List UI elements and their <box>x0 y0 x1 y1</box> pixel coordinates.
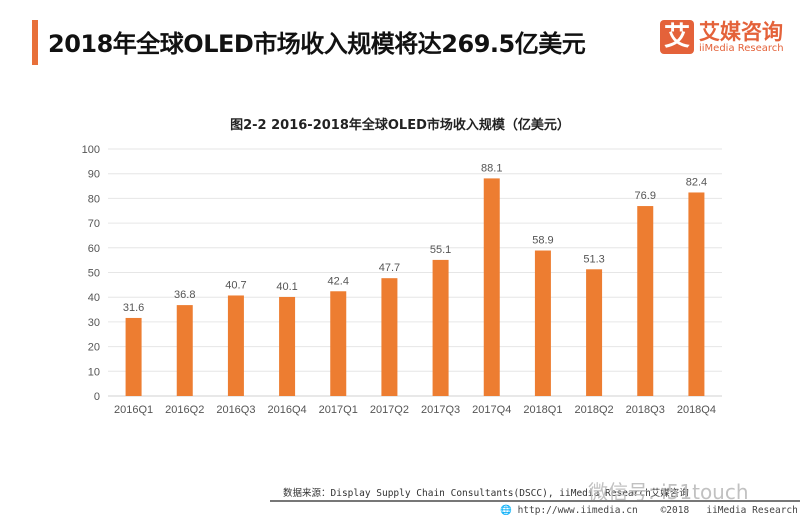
footer-divider <box>270 500 800 502</box>
x-tick-label: 2016Q4 <box>268 404 307 416</box>
logo-en-text: iiMedia Research <box>699 42 784 54</box>
page-title: 2018年全球OLED市场收入规模将达269.5亿美元 <box>48 30 586 58</box>
y-tick-label: 90 <box>88 169 100 181</box>
logo-mark: 艾 <box>660 20 694 54</box>
y-tick-label: 10 <box>88 366 100 378</box>
data-source: 数据来源：Display Supply Chain Consultants(DS… <box>283 488 689 499</box>
y-tick-label: 100 <box>82 144 100 156</box>
title-accent-bar <box>32 20 38 65</box>
bar <box>330 291 347 396</box>
data-label: 40.1 <box>276 281 297 293</box>
x-tick-label: 2016Q3 <box>216 404 255 416</box>
y-tick-label: 80 <box>88 193 100 205</box>
x-tick-label: 2016Q2 <box>165 404 204 416</box>
logo-cn-text: 艾媒咨询 <box>699 19 783 44</box>
data-label: 42.4 <box>328 275 349 287</box>
data-label: 55.1 <box>430 244 451 256</box>
y-tick-label: 70 <box>88 218 100 230</box>
data-label: 36.8 <box>174 289 195 301</box>
bar <box>227 295 244 396</box>
y-tick-label: 50 <box>88 268 100 280</box>
x-tick-label: 2017Q1 <box>319 404 358 416</box>
footer-year: ©2018 <box>660 505 690 516</box>
bar <box>381 278 398 396</box>
data-label: 31.6 <box>123 302 144 314</box>
data-label: 82.4 <box>686 176 707 188</box>
data-label: 51.3 <box>583 253 604 265</box>
x-tick-label: 2017Q3 <box>421 404 460 416</box>
y-tick-label: 20 <box>88 342 100 354</box>
x-tick-label: 2018Q3 <box>626 404 665 416</box>
chart-title: 图2-2 2016-2018年全球OLED市场收入规模（亿美元） <box>230 118 570 133</box>
bar <box>637 206 654 396</box>
bar <box>483 178 500 396</box>
x-tick-label: 2018Q1 <box>523 404 562 416</box>
x-tick-label: 2018Q2 <box>575 404 614 416</box>
iimedia-logo: 艾 艾媒咨询 iiMedia Research <box>660 20 784 54</box>
footer-company: iiMedia Research Inc <box>706 505 798 516</box>
bar <box>279 296 296 396</box>
bar <box>432 259 449 396</box>
data-label: 58.9 <box>532 235 553 247</box>
y-tick-label: 30 <box>88 317 100 329</box>
footer-url[interactable]: http://www.iimedia.cn <box>517 505 638 516</box>
bar <box>176 305 193 396</box>
y-tick-label: 0 <box>94 391 100 403</box>
y-tick-label: 60 <box>88 243 100 255</box>
bar <box>688 192 705 396</box>
x-tick-label: 2018Q4 <box>677 404 716 416</box>
data-label: 88.1 <box>481 162 502 174</box>
footer: 🌐 http://www.iimedia.cn ©2018 iiMedia Re… <box>500 505 800 516</box>
data-label: 47.7 <box>379 262 400 274</box>
bar <box>586 269 603 396</box>
globe-icon: 🌐 <box>500 505 512 516</box>
data-label: 40.7 <box>225 279 246 291</box>
x-tick-label: 2017Q2 <box>370 404 409 416</box>
bar <box>125 317 142 396</box>
y-tick-label: 40 <box>88 292 100 304</box>
x-tick-label: 2017Q4 <box>472 404 511 416</box>
data-label: 76.9 <box>635 190 656 202</box>
x-tick-label: 2016Q1 <box>114 404 153 416</box>
bar <box>534 250 551 396</box>
